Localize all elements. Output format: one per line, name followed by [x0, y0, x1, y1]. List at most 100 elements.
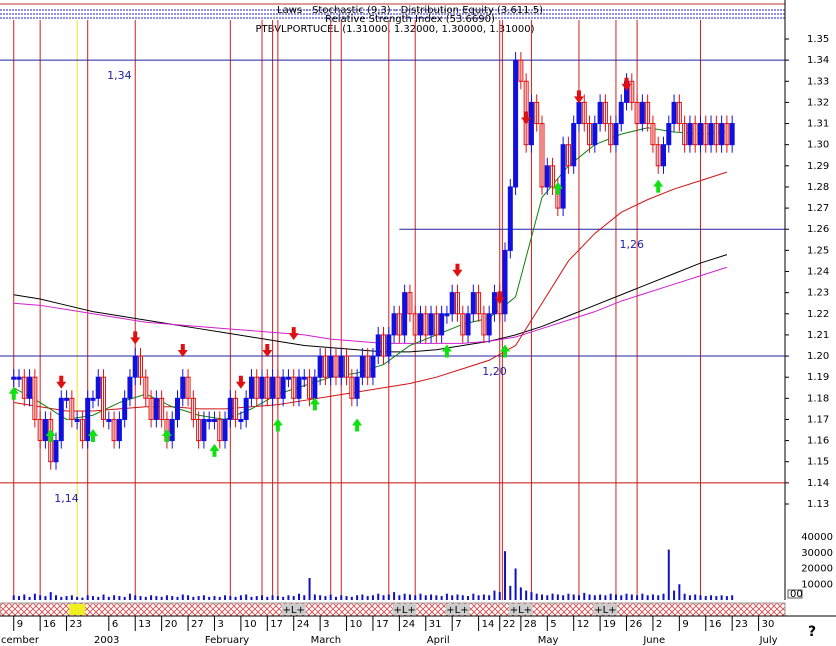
y-tick-label: 1.28: [807, 182, 829, 193]
y-tick-label: 1.22: [807, 309, 829, 320]
month-label: February: [205, 635, 249, 646]
sell-arrow: [452, 263, 463, 277]
x-tick-label: 12: [577, 619, 590, 630]
moving-average: [13, 171, 728, 412]
month-label: 2003: [94, 635, 119, 646]
sell-arrow: [262, 344, 273, 358]
x-tick-label: 17: [376, 619, 389, 630]
x-tick-label: 2: [656, 619, 662, 630]
y-tick-label: 1.34: [807, 55, 829, 66]
header-line: PTBVLPORTUCEL (1.31000, 1.32000, 1.30000…: [256, 24, 535, 35]
strip-cell: [445, 604, 470, 615]
x-tick-label: 3: [323, 619, 329, 630]
y-tick-label: 1.26: [807, 224, 829, 235]
y-tick-label: 1.16: [807, 436, 829, 447]
volume-tick-label: 10000: [801, 579, 833, 590]
x-tick-label: 16: [709, 619, 722, 630]
y-tick-label: 1.15: [807, 457, 829, 468]
level-label: 1,34: [107, 69, 132, 82]
x-tick-label: 28: [524, 619, 537, 630]
buy-arrow: [309, 397, 320, 411]
sell-arrow: [621, 77, 632, 91]
x-tick-label: 10: [244, 619, 257, 630]
buy-arrow: [272, 418, 283, 432]
x-tick-label: 31: [429, 619, 442, 630]
strip-label: +L+: [393, 605, 415, 616]
buy-arrow: [653, 179, 664, 193]
x-tick-label: 19: [603, 619, 616, 630]
x-tick-label: 7: [455, 619, 461, 630]
y-tick-label: 1.31: [807, 119, 829, 130]
y-tick-label: 1.18: [807, 393, 829, 404]
x-tick-label: 16: [43, 619, 56, 630]
y-tick-label: 1.24: [807, 267, 829, 278]
buy-arrow: [352, 418, 363, 432]
x-tick-label: 27: [191, 619, 204, 630]
month-label: July: [759, 635, 778, 646]
volume-baseline-label: 00: [790, 589, 803, 600]
x-tick-label: 10: [350, 619, 363, 630]
buy-arrow: [441, 344, 452, 358]
x-tick-label: 9: [682, 619, 688, 630]
sell-arrow: [235, 375, 246, 389]
sell-arrow: [130, 331, 141, 345]
month-label: March: [311, 635, 341, 646]
sell-arrow: [56, 375, 67, 389]
volume-tick-label: 30000: [801, 548, 833, 559]
strip-label: +L+: [283, 605, 305, 616]
strip-cell: [281, 604, 306, 615]
y-tick-label: 1.17: [807, 414, 829, 425]
sell-arrow: [177, 344, 188, 358]
x-tick-label: 24: [402, 619, 415, 630]
sell-arrow: [521, 111, 532, 125]
x-tick-label: 23: [735, 619, 748, 630]
y-tick-label: 1.23: [807, 288, 829, 299]
header-rules: [0, 3, 785, 19]
x-tick-label: 17: [270, 619, 283, 630]
strip-label: +L+: [594, 605, 616, 616]
y-tick-label: 1.13: [807, 499, 829, 510]
sell-arrow: [573, 90, 584, 104]
y-tick-label: 1.20: [807, 351, 829, 362]
volume-tick-label: 40000: [801, 532, 833, 543]
level-label: 1,14: [54, 492, 79, 505]
x-tick-label: 26: [630, 619, 643, 630]
header-line: Relative Strength Index (53.6690): [325, 14, 495, 25]
level-label: 1,20: [482, 365, 507, 378]
strip-cell: [392, 604, 417, 615]
month-label: June: [642, 635, 665, 646]
x-tick-label: 5: [550, 619, 556, 630]
buy-arrow: [552, 181, 563, 195]
sell-arrow: [288, 327, 299, 341]
buy-arrow: [500, 344, 511, 358]
strip-label: +L+: [446, 605, 468, 616]
buy-arrow: [87, 429, 98, 443]
buy-arrow: [8, 386, 19, 400]
header-line: Laws - Stochastic (9,3) - Distribution E…: [277, 5, 543, 16]
scale-box: [787, 589, 803, 599]
strip-cell: [593, 604, 618, 615]
moving-average: [13, 266, 728, 344]
strip-cell: [508, 604, 533, 615]
x-tick-label: 24: [297, 619, 310, 630]
x-tick-label: 22: [503, 619, 516, 630]
buy-arrow: [45, 429, 56, 443]
x-tick-label: 30: [762, 619, 775, 630]
moving-average: [13, 254, 728, 353]
month-label: cember: [1, 635, 40, 646]
month-label: April: [427, 635, 450, 646]
y-tick-label: 1.21: [807, 330, 829, 341]
x-tick-label: 14: [482, 619, 495, 630]
corner-mark: ?: [808, 624, 816, 640]
y-tick-label: 1.14: [807, 478, 829, 489]
y-tick-label: 1.27: [807, 203, 829, 214]
x-tick-label: 13: [138, 619, 151, 630]
buy-arrow: [161, 429, 172, 443]
strip-label: +L+: [510, 605, 532, 616]
x-tick-label: 23: [70, 619, 83, 630]
buy-arrow: [209, 443, 220, 457]
y-tick-label: 1.33: [807, 76, 829, 87]
y-tick-label: 1.19: [807, 372, 829, 383]
y-tick-label: 1.32: [807, 97, 829, 108]
